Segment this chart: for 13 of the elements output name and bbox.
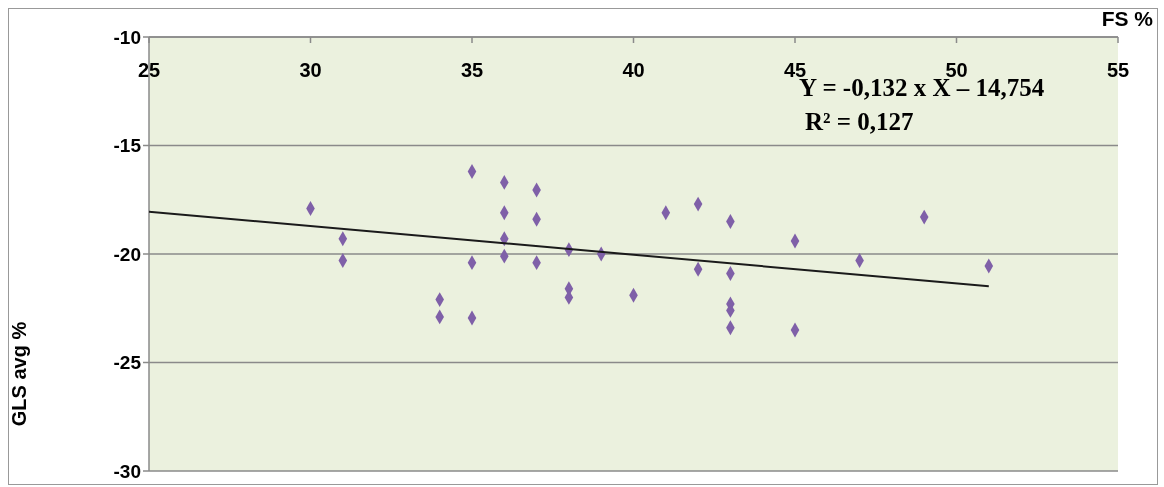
annotation: R² = 0,127 [804,107,915,137]
x-tick-label: 35 [460,59,484,82]
x-tick-label: 25 [137,59,161,82]
y-tick-label: -30 [113,460,141,482]
x-axis-title: FS % [1101,7,1153,31]
y-axis-title: GLS avg % [8,321,31,427]
y-tick-label: -10 [113,26,141,48]
y-tick-label: -20 [113,243,141,265]
x-tick-label: 30 [299,59,322,82]
x-tick-label: 40 [622,59,645,82]
x-tick-label: 55 [1106,59,1130,82]
y-tick-label: -25 [113,352,142,374]
y-tick-label: -15 [113,135,142,157]
